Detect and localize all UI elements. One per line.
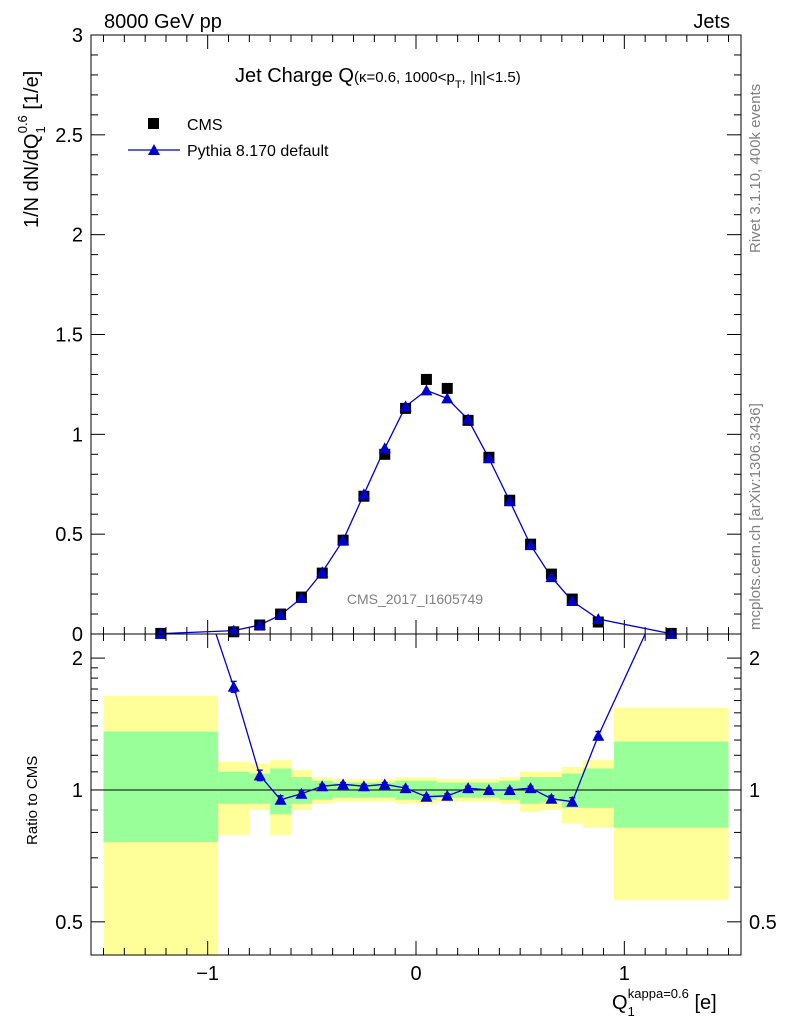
ratio-ytick-label-right: 0.5 bbox=[749, 912, 777, 934]
pythia-point bbox=[378, 442, 391, 454]
cms-point bbox=[441, 382, 453, 394]
pythia-point bbox=[566, 595, 579, 607]
legend-cms-marker bbox=[148, 118, 159, 129]
ratio-pythia-point bbox=[566, 795, 579, 807]
ratio-xtick-label: −1 bbox=[196, 963, 219, 985]
main-ytick-label: 0 bbox=[72, 624, 83, 646]
ratio-band-green bbox=[218, 771, 250, 804]
ratio-pythia-line bbox=[215, 633, 646, 803]
main-ylabel: 1/N dN/dQ10.6 [1/e] bbox=[15, 71, 48, 228]
ratio-panel: 0.5 0.5 1 1 2 2 −1 0 1 Ratio to CMS Q1kappa=0.6… bbox=[24, 633, 777, 1019]
pythia-point bbox=[462, 413, 475, 425]
legend-pythia-label: Pythia 8.170 default bbox=[187, 143, 329, 160]
pythia-point bbox=[665, 627, 678, 639]
pythia-point bbox=[524, 539, 537, 551]
ratio-pythia-point bbox=[253, 769, 266, 781]
pythia-point bbox=[316, 566, 329, 578]
main-ytick-label: 1.5 bbox=[55, 325, 83, 347]
ratio-xtick-label: 1 bbox=[619, 963, 630, 985]
mcplots-label: mcplots.cern.ch [arXiv:1306.3436] bbox=[747, 403, 764, 630]
rivet-label: Rivet 3.1.10, 400k events bbox=[747, 84, 764, 253]
ratio-band-green bbox=[582, 768, 614, 808]
ratio-pythia-point bbox=[420, 790, 433, 802]
pythia-point bbox=[592, 613, 605, 625]
ratio-band-green bbox=[270, 768, 291, 815]
ratio-band-green bbox=[613, 741, 729, 828]
ratio-pythia-point bbox=[295, 787, 308, 799]
ratio-xlabel: Q1kappa=0.6 [e] bbox=[612, 986, 717, 1019]
cms-point bbox=[379, 448, 391, 460]
main-panel: 0 0.5 1 1.5 2 2.5 3 Jet Charge Q(κ=0.6, 1000<p… bbox=[15, 25, 742, 646]
ratio-ytick-label: 0.5 bbox=[55, 912, 83, 934]
pythia-point bbox=[420, 384, 433, 396]
legend-cms-label: CMS bbox=[187, 117, 223, 134]
ratio-pythia-point bbox=[274, 793, 287, 805]
pythia-point bbox=[274, 609, 287, 621]
pythia-point bbox=[337, 534, 350, 546]
ratio-pythia-point bbox=[524, 782, 537, 794]
pythia-point bbox=[154, 627, 167, 639]
ratio-pythia-point bbox=[503, 783, 516, 795]
pythia-point bbox=[399, 400, 412, 412]
ratio-pythia-point bbox=[441, 789, 454, 801]
pythia-point bbox=[227, 624, 240, 636]
ratio-ytick-label-right: 2 bbox=[749, 648, 760, 670]
pythia-point bbox=[357, 488, 370, 500]
ratio-pythia-point bbox=[592, 729, 605, 741]
ratio-pythia-point bbox=[399, 782, 412, 794]
ratio-pythia-point bbox=[357, 780, 370, 792]
pythia-point bbox=[482, 452, 495, 464]
ratio-band-green bbox=[561, 773, 583, 808]
analysis-watermark: CMS_2017_I1605749 bbox=[347, 591, 483, 607]
ratio-pythia-point bbox=[316, 780, 329, 792]
ratio-ytick-label-right: 1 bbox=[749, 780, 760, 802]
ratio-ytick-label: 2 bbox=[72, 648, 83, 670]
legend-pythia-marker bbox=[148, 144, 160, 155]
pythia-point bbox=[253, 619, 266, 631]
cms-point bbox=[420, 373, 432, 385]
ratio-ylabel: Ratio to CMS bbox=[24, 756, 41, 845]
pythia-point bbox=[503, 495, 516, 507]
ratio-band-green bbox=[103, 731, 219, 843]
legend: CMS Pythia 8.170 default bbox=[128, 117, 329, 160]
main-title: Jet Charge Q(κ=0.6, 1000<pT, |η|<1.5) bbox=[235, 65, 521, 91]
pythia-point bbox=[441, 392, 454, 404]
ratio-pythia-point bbox=[337, 778, 350, 790]
main-ytick-label: 2.5 bbox=[55, 125, 83, 147]
ratio-ytick-label: 1 bbox=[72, 780, 83, 802]
ratio-pythia-point bbox=[545, 792, 558, 804]
ratio-pythia-point bbox=[378, 778, 391, 790]
ratio-pythia-point bbox=[227, 680, 240, 692]
pythia-point bbox=[545, 571, 558, 583]
main-ytick-label: 1 bbox=[72, 424, 83, 446]
main-ytick-label: 3 bbox=[72, 25, 83, 47]
process-label: Jets bbox=[693, 11, 730, 33]
pythia-point bbox=[295, 592, 308, 604]
main-ytick-label: 2 bbox=[72, 225, 83, 247]
main-ytick-label: 0.5 bbox=[55, 524, 83, 546]
ratio-pythia-point bbox=[462, 782, 475, 794]
ratio-xtick-label: 0 bbox=[410, 963, 421, 985]
ratio-pythia-point bbox=[482, 783, 495, 795]
energy-label: 8000 GeV pp bbox=[104, 11, 222, 33]
